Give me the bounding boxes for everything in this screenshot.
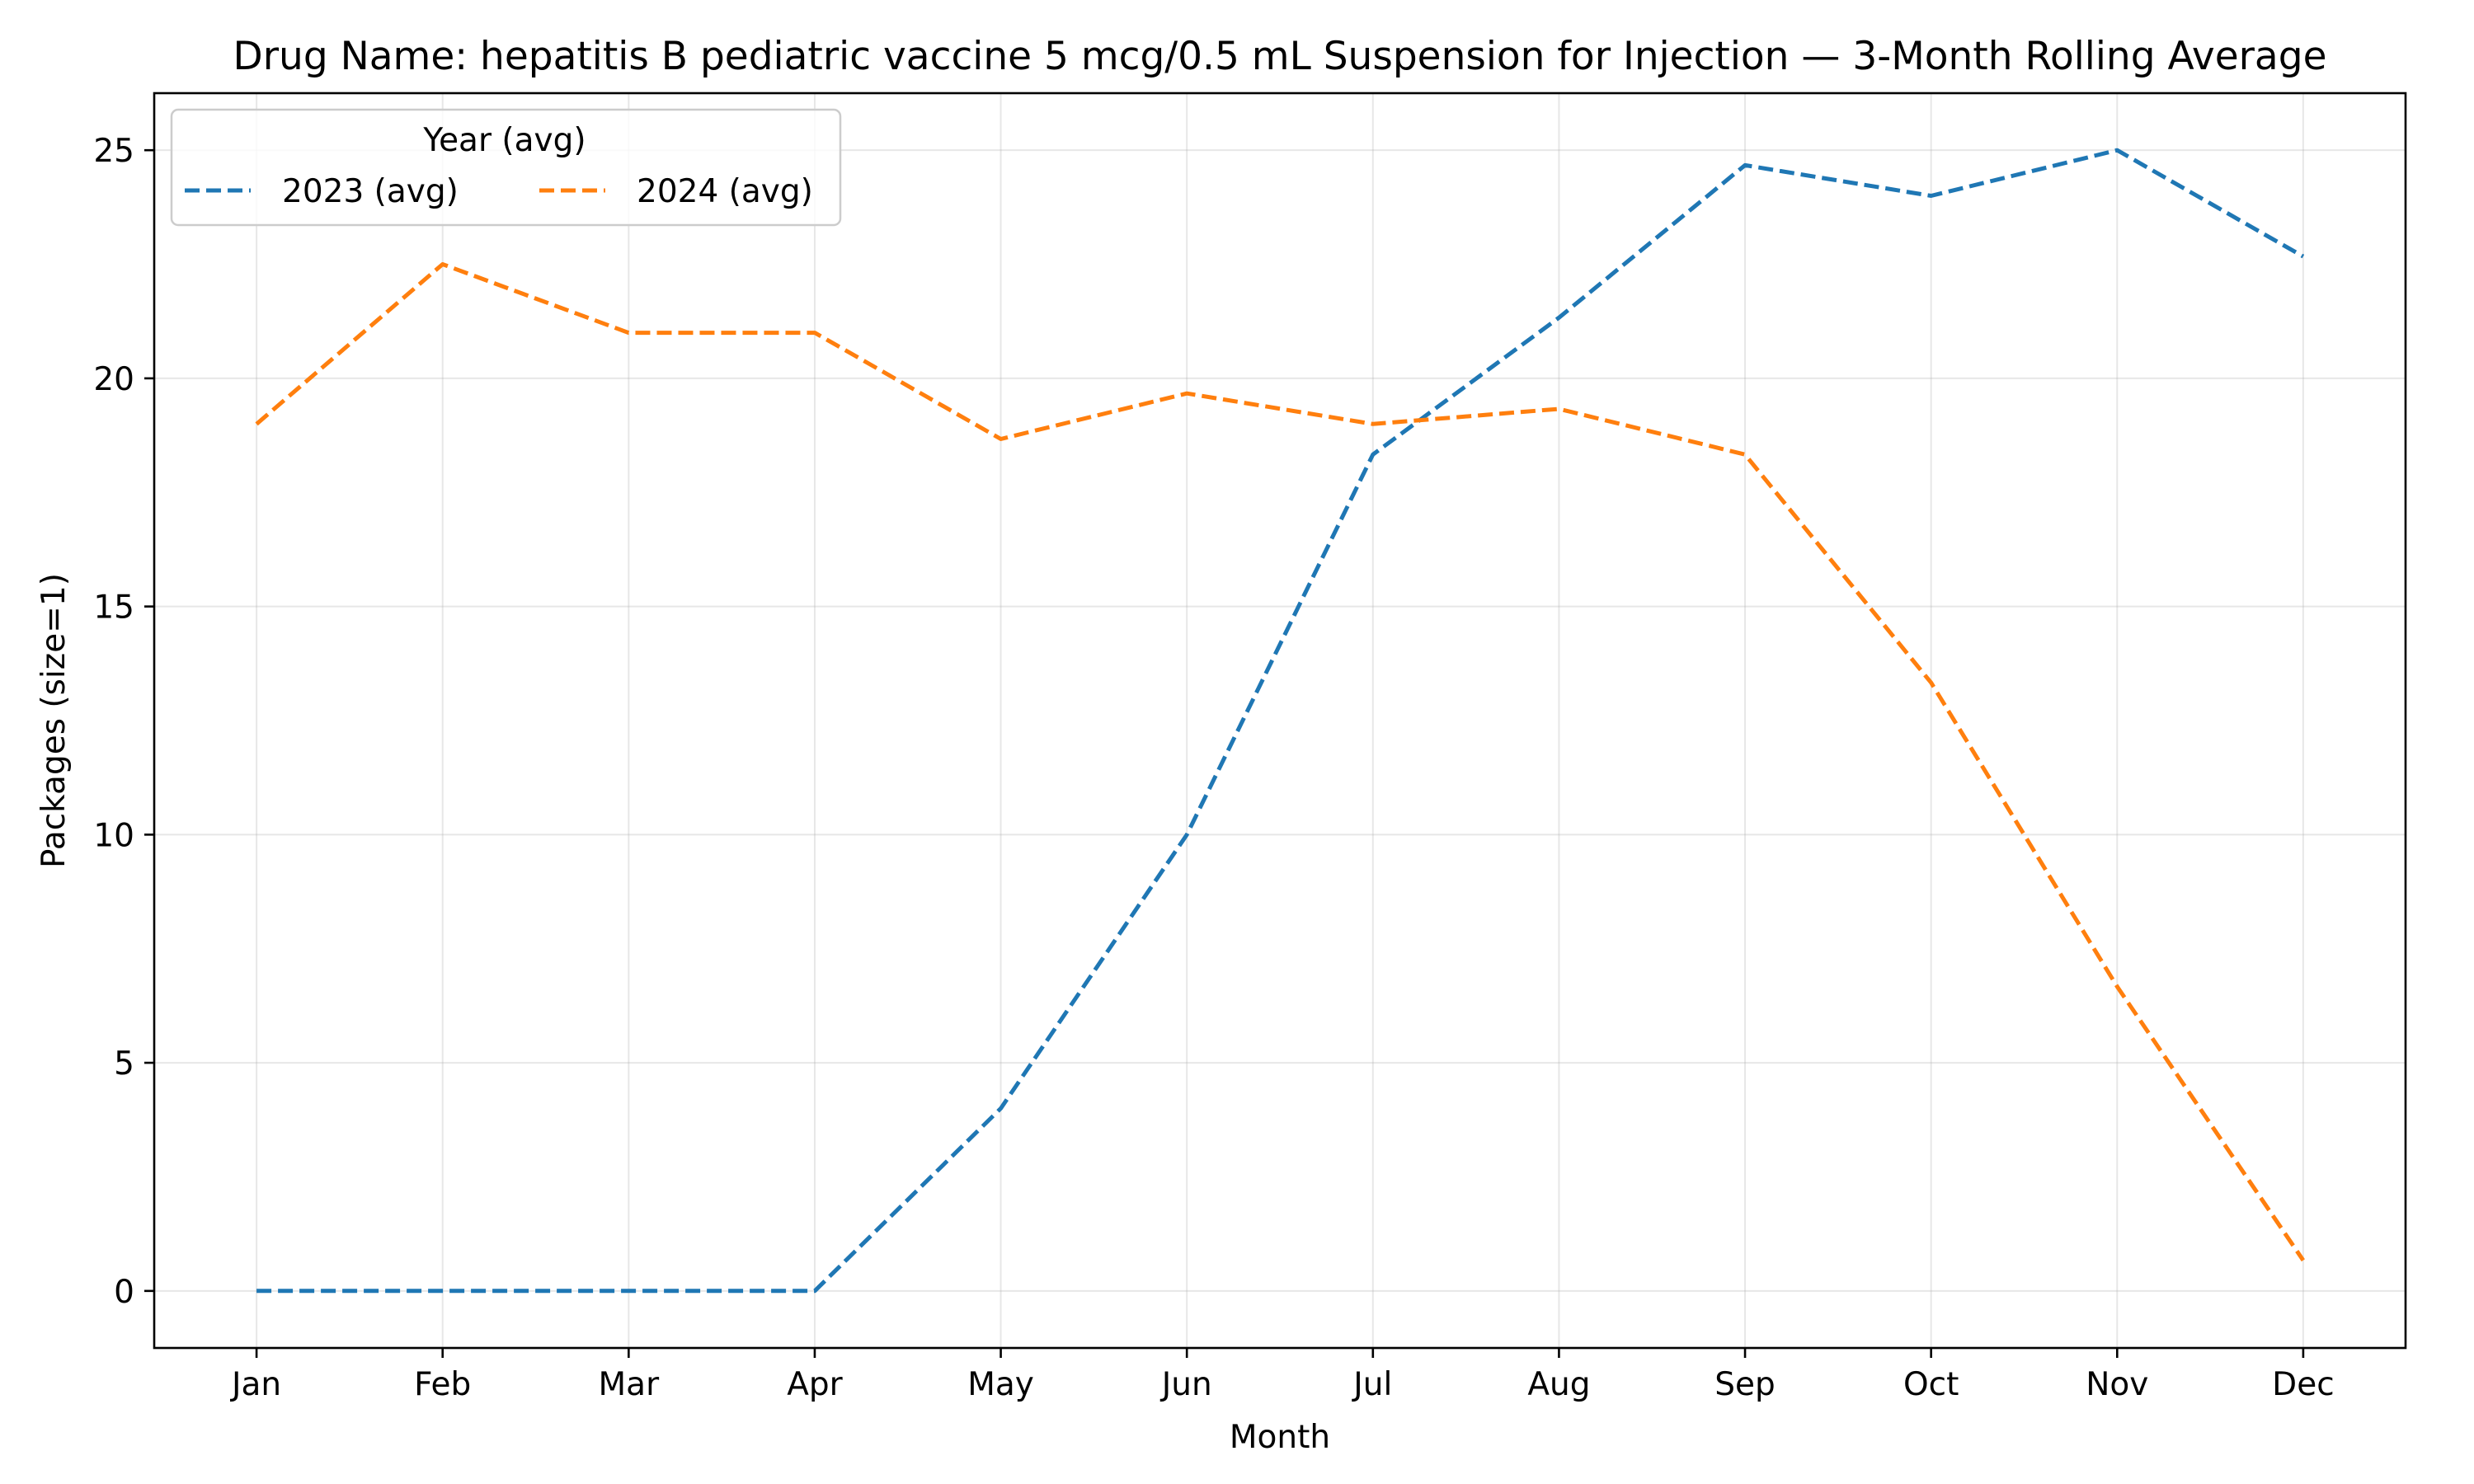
series-line-2023-avg (256, 148, 2305, 1294)
series-line-2024-avg (255, 262, 2305, 1262)
x-tick-label: Mar (599, 1366, 661, 1403)
y-tick-label: 15 (93, 589, 134, 627)
x-tick-label: Jun (1159, 1366, 1212, 1403)
y-tick-label: 10 (93, 817, 134, 854)
y-tick-label: 20 (93, 361, 134, 398)
x-tick-label: May (967, 1366, 1034, 1403)
legend-entry-label: 2024 (avg) (637, 173, 813, 210)
y-tick-label: 5 (114, 1045, 134, 1082)
x-tick-label: Feb (414, 1366, 471, 1403)
x-tick-label: Jul (1351, 1366, 1392, 1403)
legend-entry-label: 2023 (avg) (282, 173, 459, 210)
x-tick-label: Nov (2086, 1366, 2148, 1403)
plot-area-frame (153, 92, 2407, 1350)
grid (154, 93, 2406, 1348)
x-tick-label: Sep (1714, 1366, 1776, 1403)
x-tick-label: Dec (2272, 1366, 2334, 1403)
x-tick-label: Jan (229, 1366, 281, 1403)
x-tick-label: Oct (1903, 1366, 1959, 1403)
legend: Year (avg) 2023 (avg) 2024 (avg) (170, 108, 842, 227)
series-layer (255, 148, 2305, 1294)
legend-title: Year (avg) (422, 122, 586, 159)
legend-entries: 2023 (avg) 2024 (avg) (185, 173, 813, 210)
y-axis-label: Packages (size=1) (35, 573, 73, 868)
x-tick-label: Apr (787, 1366, 843, 1403)
x-axis-label: Month (1230, 1419, 1330, 1456)
y-tick-label: 25 (93, 133, 134, 170)
x-tick-label: Aug (1527, 1366, 1590, 1403)
axis-ticks: Jan Feb Mar Apr May Jun Jul Aug Sep Oct Nov Dec 0 5 10… (93, 133, 2334, 1403)
y-tick-label: 0 (114, 1274, 134, 1311)
legend-box (170, 108, 842, 227)
chart-title: Drug Name: hepatitis B pediatric vaccine… (233, 34, 2327, 79)
